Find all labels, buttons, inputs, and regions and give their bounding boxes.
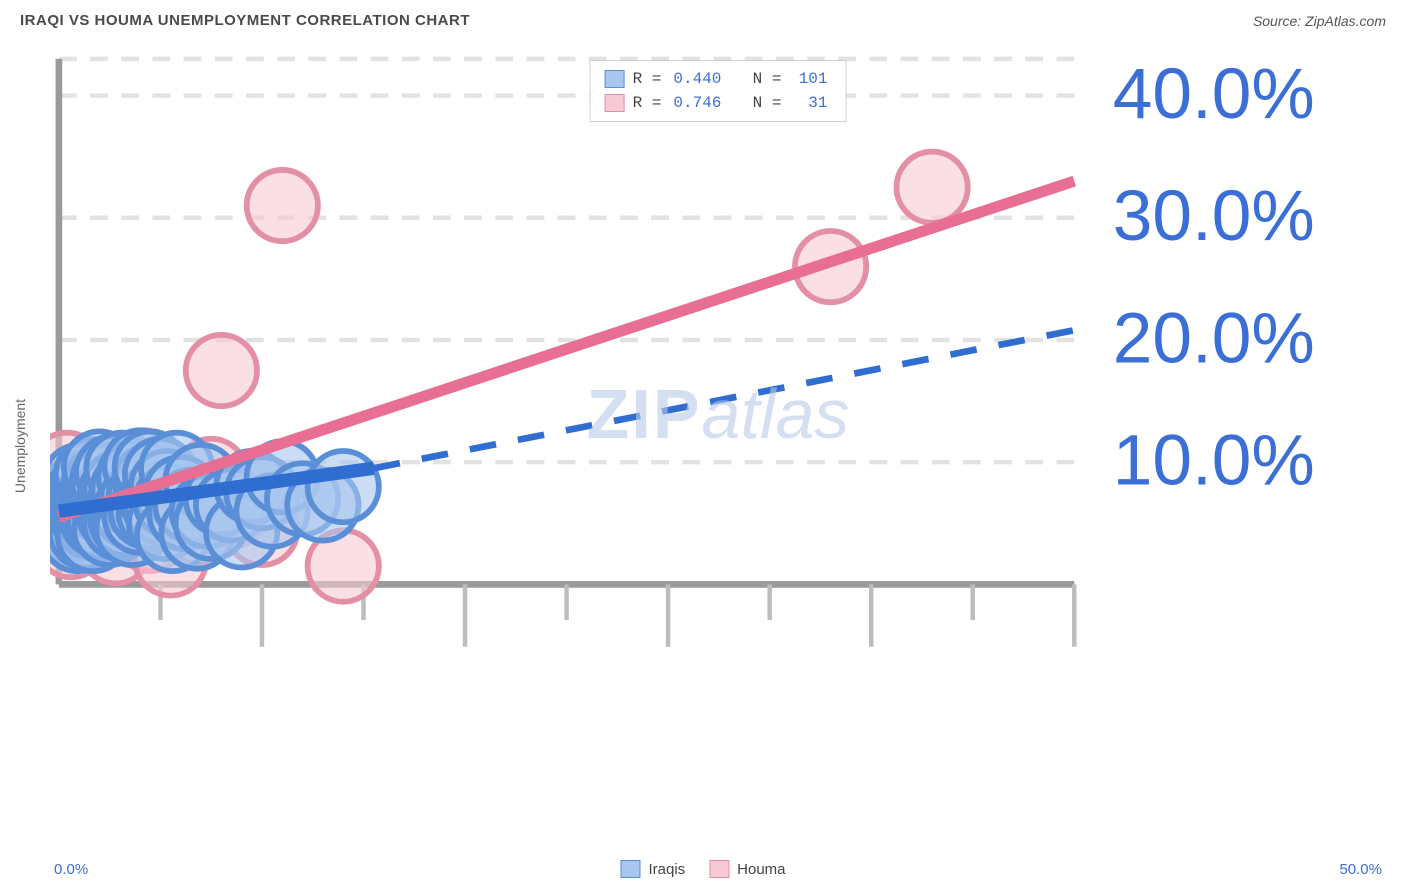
legend-swatch [709,860,729,878]
series-legend: Iraqis Houma [620,860,785,878]
x-axis-start-label: 0.0% [54,861,88,878]
legend-item: Houma [709,860,785,878]
stats-n-value: 31 [793,91,827,115]
stats-swatch [605,94,625,112]
legend-item: Iraqis [620,860,685,878]
stats-swatch [605,70,625,88]
scatter-plot: 10.0% 20.0% 30.0% 40.0% [50,50,1386,718]
stats-n-value: 101 [793,67,827,91]
stats-legend-box: R = 0.440 N = 101 R = 0.746 N = 31 [590,60,847,122]
svg-text:10.0%: 10.0% [1113,420,1315,500]
x-axis-end-label: 50.0% [1339,861,1382,878]
chart-title: IRAQI VS HOUMA UNEMPLOYMENT CORRELATION … [20,12,470,29]
legend-label: Iraqis [648,861,685,878]
source-label: Source: ZipAtlas.com [1253,13,1386,29]
y-axis-label: Unemployment [12,399,28,493]
svg-text:40.0%: 40.0% [1113,54,1315,134]
svg-text:20.0%: 20.0% [1113,298,1315,378]
stats-row: R = 0.746 N = 31 [605,91,832,115]
svg-text:30.0%: 30.0% [1113,176,1315,256]
stats-row: R = 0.440 N = 101 [605,67,832,91]
legend-label: Houma [737,861,785,878]
stats-r-label: R = [633,67,662,91]
legend-swatch [620,860,640,878]
chart-area: Unemployment 10.0%20.0%30.0%40.0% ZIPatl… [50,50,1386,842]
stats-r-value: 0.440 [673,67,721,91]
stats-r-value: 0.746 [673,91,721,115]
stats-r-label: R = [633,91,662,115]
stats-n-label: N = [733,67,781,91]
stats-n-label: N = [733,91,781,115]
